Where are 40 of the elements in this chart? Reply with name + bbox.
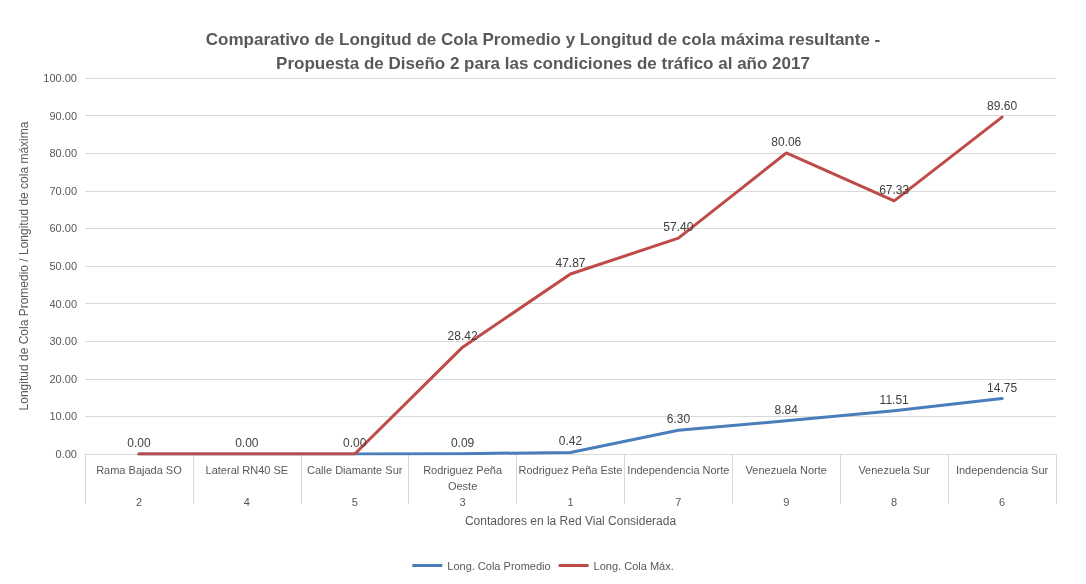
- category-label: Calle Diamante Sur 5: [307, 464, 403, 508]
- legend-label: Long. Cola Máx.: [593, 559, 674, 572]
- y-tick-label: 20.00: [49, 372, 77, 385]
- category-label: Independencia Sur 6: [955, 464, 1049, 508]
- data-label: 0.09: [450, 435, 475, 450]
- data-label: 47.87: [555, 256, 586, 271]
- y-tick-label: 90.00: [49, 109, 77, 122]
- data-label: 8.84: [774, 402, 799, 417]
- y-tick-label: 70.00: [49, 184, 77, 197]
- legend-label: Long. Cola Promedio: [447, 559, 551, 572]
- data-label: 0.42: [558, 434, 583, 449]
- data-label: 67.33: [879, 182, 910, 197]
- category-label: Venezuela Norte 9: [745, 464, 827, 508]
- category-label: Lateral RN40 SE 4: [205, 464, 289, 508]
- y-tick-label: 100.00: [43, 72, 77, 84]
- y-tick-label: 10.00: [49, 410, 77, 423]
- category-label: Venezuela Sur 8: [858, 464, 930, 508]
- data-label: 14.75: [987, 380, 1018, 395]
- y-tick-label: 30.00: [49, 335, 77, 348]
- y-tick-label: 60.00: [49, 222, 77, 235]
- data-label: 11.51: [879, 392, 910, 407]
- category-label: Rodriguez Peña Este 1: [518, 464, 623, 508]
- x-axis-title: Contadores en la Red Vial Considerada: [464, 513, 677, 528]
- data-label: 28.42: [447, 329, 478, 344]
- data-label: 0.00: [235, 436, 259, 450]
- y-axis-title: Longitud de Cola Promedio / Longitud de cola máxima: [17, 121, 31, 411]
- data-label: 89.60: [987, 99, 1018, 114]
- x-tick-label: Rodriguez Peña Oeste 3: [423, 464, 503, 508]
- chart-title: Comparativo de Longitud de Cola Promedio y Longitud de cola máxima resultante - Propuesta de Diseño 2 para las condiciones de tráfico al año 2017: [205, 29, 881, 73]
- y-tick-label: 0.00: [55, 448, 77, 460]
- data-label: 0.00: [127, 436, 151, 450]
- y-tick-label: 80.00: [49, 147, 77, 160]
- data-label: 80.06: [771, 134, 802, 149]
- data-label: 57.40: [663, 220, 694, 235]
- y-tick-label: 50.00: [49, 260, 77, 272]
- category-label: Independencia Norte 7: [627, 464, 730, 508]
- data-label: 6.30: [666, 412, 691, 427]
- data-label: 0.00: [343, 436, 367, 450]
- y-tick-label: 40.00: [49, 297, 77, 310]
- category-label: Rama Bajada SO 2: [96, 464, 182, 508]
